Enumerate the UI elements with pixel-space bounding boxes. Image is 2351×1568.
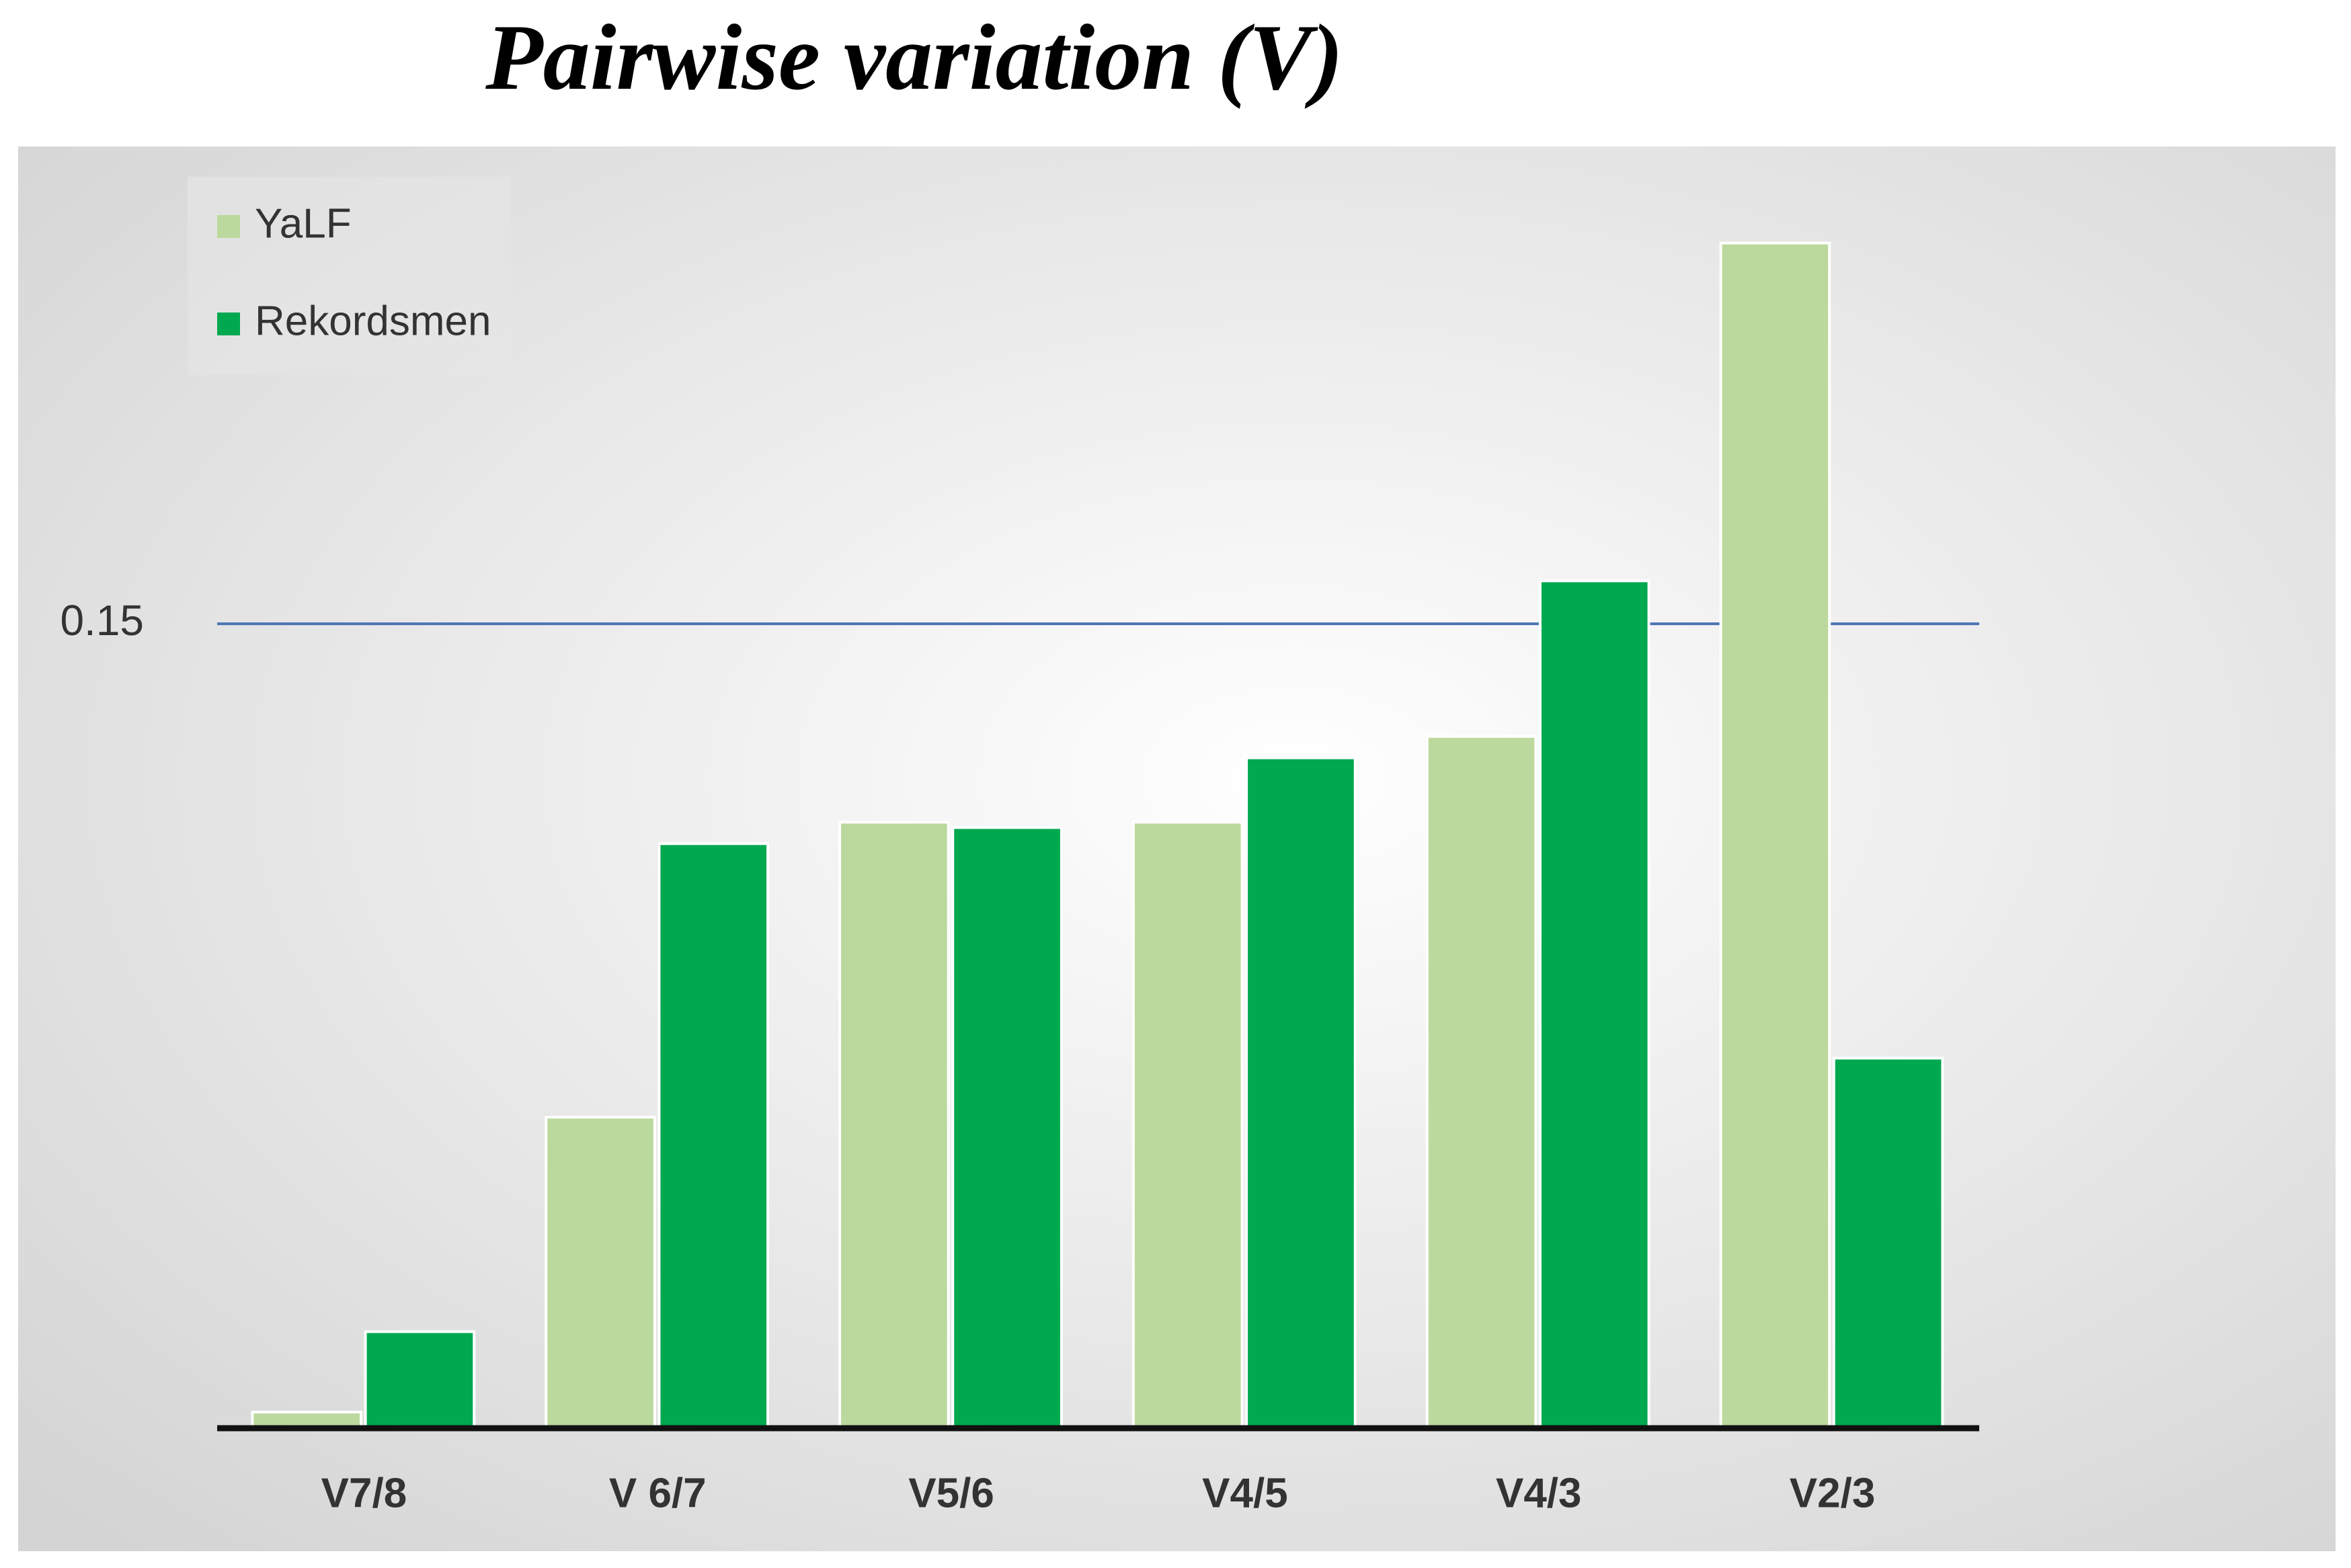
x-tick-label: V7/8 [321,1470,407,1516]
bar [545,1116,656,1430]
x-tick-label: V2/3 [1790,1470,1876,1516]
x-tick-label: V 6/7 [609,1470,707,1516]
x-tick-label: V4/5 [1202,1470,1288,1516]
bar [1425,735,1538,1430]
x-tick-label: V4/3 [1496,1470,1582,1516]
bar [1832,1057,1944,1430]
legend-label: Rekordsmen [255,298,491,344]
bar [951,826,1063,1430]
y-tick-label: 0.15 [60,596,144,645]
legend-swatch [217,313,240,335]
bar [1719,241,1831,1430]
chart-title: Pairwise variation (V) [485,5,1343,110]
bar [838,821,950,1430]
bar [1538,579,1650,1430]
legend-swatch [217,215,240,238]
bar [1245,756,1357,1430]
legend-label: YaLF [255,200,352,247]
bar [364,1330,476,1430]
bar [658,842,770,1430]
bar [1131,821,1244,1430]
x-tick-label: V5/6 [908,1470,994,1516]
legend-box [188,177,511,375]
